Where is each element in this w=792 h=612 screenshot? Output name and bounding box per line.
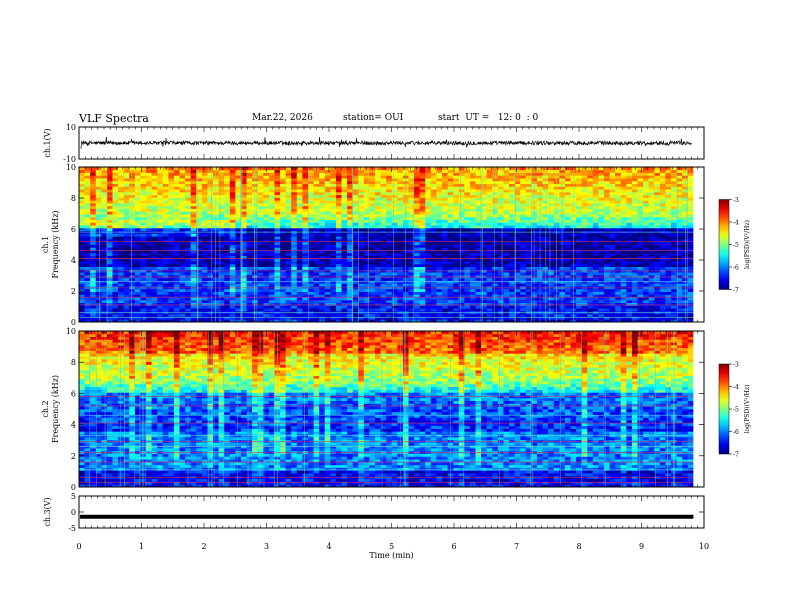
colorbar-3-tick-label: -3	[733, 362, 739, 369]
panel-3-ytick-label: 2	[71, 452, 76, 461]
panel-3-ytick-label: 0	[71, 483, 76, 492]
panel-3-ytick-label: 4	[71, 421, 76, 430]
panel-3-ytick-label: 10	[66, 327, 76, 336]
panel-3-frequency-label: Frequency (kHz)	[51, 375, 60, 443]
colorbar-2-label: log(PSD)(V²/Hz)	[744, 220, 751, 269]
colorbar-3-tick-label: -5	[733, 407, 739, 414]
colorbar-3-tick-label: -6	[733, 429, 739, 436]
colorbar-2	[718, 199, 730, 290]
ch3-ylabel: ch.3(V)	[43, 497, 52, 526]
panel-3-ytick-label: 6	[71, 389, 76, 398]
x-axis-label: Time (min)	[369, 551, 413, 560]
colorbar-2-tick-label: -5	[733, 242, 739, 249]
spectrogram-2	[79, 167, 704, 323]
panel-3-channel-label: ch.2	[41, 400, 50, 417]
xtick-label: 5	[389, 542, 394, 551]
panel-1-ytick-label: -10	[63, 155, 76, 164]
colorbar-3-tick-label: -4	[733, 384, 739, 391]
colorbar-3	[718, 363, 730, 455]
ch1-ylabel: ch.1(V)	[43, 128, 52, 157]
xtick-label: 3	[264, 542, 269, 551]
xtick-label: 6	[451, 542, 456, 551]
date-label: Mar.22, 2026	[252, 113, 313, 123]
xtick-label: 2	[201, 542, 206, 551]
panel-2-ytick-label: 0	[71, 318, 76, 327]
xtick-label: 7	[514, 542, 519, 551]
station-label: station= OUI	[343, 113, 404, 123]
panel-2-ytick-label: 8	[71, 194, 76, 203]
panel-2-frequency-label: Frequency (kHz)	[51, 210, 60, 278]
xtick-label: 4	[326, 542, 331, 551]
start-time-label: start UT = 12: 0 : 0	[438, 113, 539, 123]
colorbar-2-tick-label: -4	[733, 220, 739, 227]
panel-4-ytick-label: -5	[68, 524, 76, 533]
xtick-label: 1	[139, 542, 144, 551]
xtick-label: 0	[76, 542, 81, 551]
panel-2-ytick-label: 6	[71, 225, 76, 234]
panel-4-ytick-label: 0	[71, 508, 76, 517]
xtick-label: 9	[639, 542, 644, 551]
panel-3-ytick-label: 8	[71, 358, 76, 367]
panel-2-ytick-label: 10	[66, 163, 76, 172]
xtick-label: 10	[699, 542, 709, 551]
ch1-waveform-line	[80, 136, 692, 149]
xtick-label: 8	[576, 542, 581, 551]
panel-2-ytick-label: 4	[71, 256, 76, 265]
spectrogram-3	[79, 331, 704, 488]
colorbar-2-tick-label: -6	[733, 265, 739, 272]
panel-4-ytick-label: 5	[71, 492, 76, 501]
figure-title: VLF Spectra	[79, 112, 149, 125]
panel-2-channel-label: ch.1	[41, 236, 50, 253]
colorbar-3-tick-label: -7	[733, 452, 739, 459]
colorbar-2-tick-label: -3	[733, 197, 739, 204]
colorbar-2-tick-label: -7	[733, 287, 739, 294]
colorbar-3-label: log(PSD)(V²/Hz)	[744, 385, 751, 434]
panel-1-ytick-label: 10	[66, 123, 76, 132]
panel-2-ytick-label: 2	[71, 287, 76, 296]
